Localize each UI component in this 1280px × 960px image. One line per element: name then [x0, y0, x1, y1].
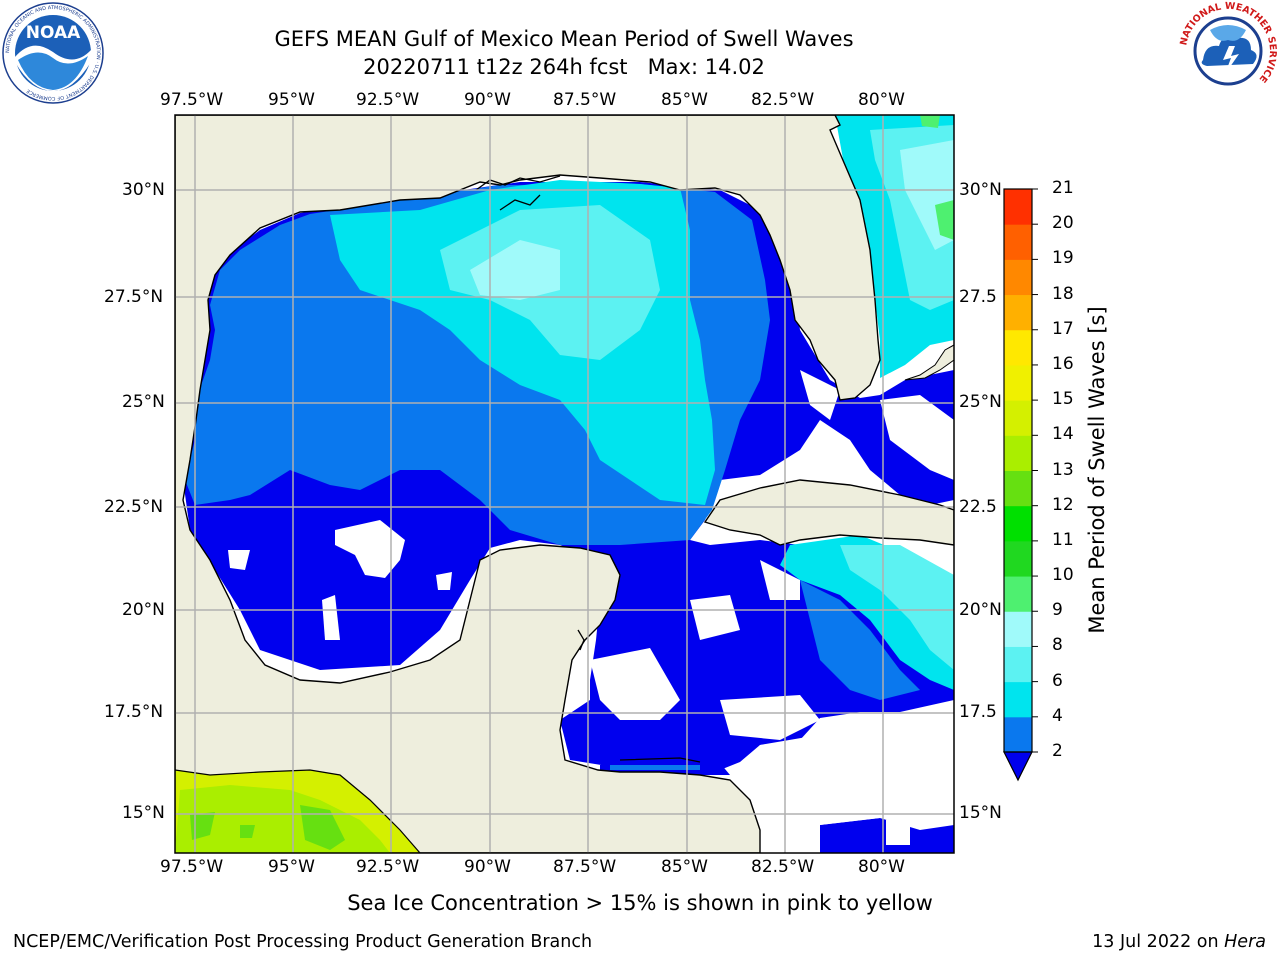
- sea-ice-note: Sea Ice Concentration > 15% is shown in …: [347, 891, 933, 915]
- colorbar-segment: [1004, 576, 1032, 612]
- colorbar-tick-label: 15: [1052, 389, 1074, 410]
- lon-label: 97.5°W: [160, 857, 224, 877]
- lat-label: 30°N: [959, 180, 1002, 200]
- colorbar-segment: [1004, 505, 1032, 542]
- colorbar-tick-label: 2: [1052, 741, 1063, 761]
- colorbar-tick-label: 4: [1052, 705, 1063, 726]
- colorbar-tick-label: 14: [1052, 424, 1074, 445]
- lon-label: 90°W: [464, 857, 511, 877]
- colorbar-tick-label: 16: [1052, 353, 1074, 374]
- lon-label: 90°W: [464, 90, 511, 110]
- colorbar-segment: [1004, 329, 1032, 366]
- colorbar-segment: [1004, 400, 1032, 436]
- chart-subtitle: 20220711 t12z 264h fcst Max: 14.02: [363, 55, 765, 79]
- colorbar-segment: [1004, 540, 1032, 577]
- lat-label: 20°N: [959, 600, 1002, 620]
- colorbar-tick-label: 21: [1052, 178, 1074, 198]
- lon-label: 85°W: [661, 857, 708, 877]
- map-frame: [174, 114, 955, 854]
- colorbar-title: Mean Period of Swell Waves [s]: [1085, 306, 1109, 634]
- colorbar-tick-label: 11: [1052, 529, 1074, 550]
- colorbar-segment: [1004, 294, 1032, 331]
- footer-date: 13 Jul 2022 on Hera: [1092, 932, 1266, 952]
- colorbar-segment: [1004, 189, 1032, 225]
- lon-label: 95°W: [268, 90, 315, 110]
- lat-label: 15°N: [959, 803, 1002, 823]
- colorbar-tick-label: 8: [1052, 635, 1063, 656]
- colorbar-tick-label: 17: [1052, 318, 1074, 339]
- noaa-logo: NOAA NATIONAL OCEANIC AND ATMOSPHERIC AD…: [2, 2, 104, 104]
- map-gridlines: [175, 115, 954, 853]
- colorbar-segment: [1004, 224, 1032, 260]
- lon-label: 87.5°W: [553, 90, 617, 110]
- footer-host: Hera: [1224, 932, 1266, 952]
- lon-label: 97.5°W: [160, 90, 224, 110]
- colorbar-segment: [1004, 435, 1032, 471]
- lon-label: 85°W: [661, 90, 708, 110]
- lat-label: 17.5°N: [104, 702, 164, 722]
- nws-logo: NATIONAL WEATHER SERVICE: [1178, 1, 1278, 100]
- lon-label: 95°W: [268, 857, 315, 877]
- lat-label: 27.5: [959, 287, 997, 307]
- lat-label: 20°N: [122, 600, 165, 620]
- lat-label: 25°N: [122, 392, 165, 412]
- colorbar-tick-label: 13: [1052, 459, 1074, 480]
- colorbar-tick-label: 18: [1052, 283, 1074, 304]
- colorbar: [1003, 188, 1038, 782]
- lon-label: 80°W: [858, 857, 905, 877]
- lat-label: 17.5: [959, 702, 997, 722]
- colorbar-tick-label: 6: [1052, 670, 1063, 691]
- colorbar-extend-min: [1003, 751, 1033, 782]
- colorbar-segment: [1004, 259, 1032, 296]
- colorbar-segment: [1004, 681, 1032, 718]
- colorbar-tick-label: 12: [1052, 494, 1074, 515]
- colorbar-segment: [1004, 646, 1032, 683]
- lat-label: 22.5: [959, 497, 997, 517]
- colorbar-tick-label: 10: [1052, 565, 1074, 586]
- footer-credit: NCEP/EMC/Verification Post Processing Pr…: [13, 932, 593, 952]
- colorbar-segment: [1004, 716, 1032, 753]
- lon-label: 82.5°W: [751, 90, 815, 110]
- noaa-logo-text: NOAA: [26, 23, 81, 43]
- lon-label: 80°W: [858, 90, 905, 110]
- lon-label: 92.5°W: [356, 90, 420, 110]
- colorbar-tick-label: 9: [1052, 600, 1063, 621]
- colorbar-segment: [1004, 470, 1032, 507]
- colorbar-tick-label: 19: [1052, 248, 1074, 269]
- colorbar-segment: [1004, 364, 1032, 401]
- lon-label: 92.5°W: [356, 857, 420, 877]
- lat-label: 25°N: [959, 392, 1002, 412]
- lat-label: 27.5°N: [104, 287, 164, 307]
- lon-label: 87.5°W: [553, 857, 617, 877]
- chart-title: GEFS MEAN Gulf of Mexico Mean Period of …: [274, 27, 854, 51]
- lon-label: 82.5°W: [751, 857, 815, 877]
- land-cuba: [703, 479, 954, 546]
- lat-label: 15°N: [122, 803, 165, 823]
- colorbar-tick-label: 20: [1052, 213, 1074, 234]
- footer-date-text: 13 Jul 2022 on: [1092, 932, 1225, 952]
- colorbar-segment: [1004, 611, 1032, 647]
- lat-label: 22.5°N: [104, 497, 164, 517]
- lat-label: 30°N: [122, 180, 165, 200]
